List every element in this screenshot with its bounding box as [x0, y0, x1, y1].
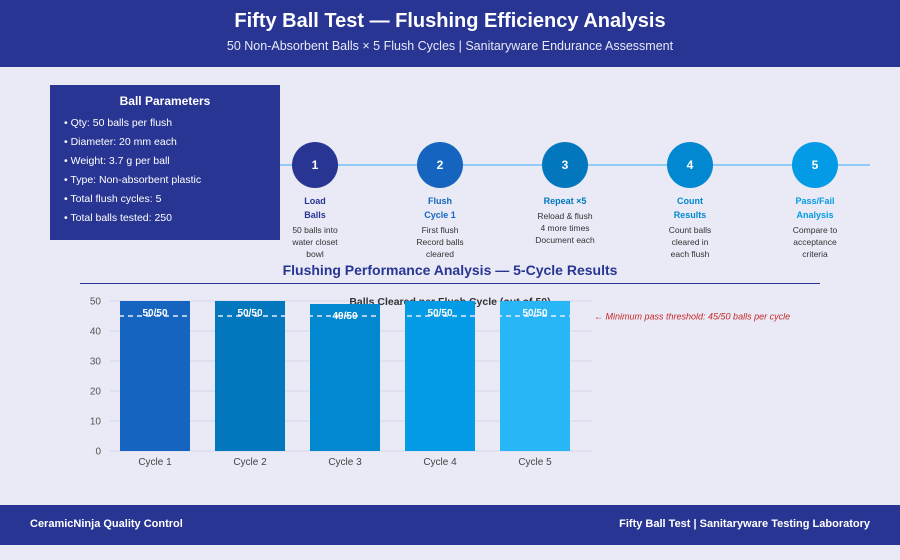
x-tick-label: Cycle 4	[423, 457, 457, 468]
data-label: 50/50	[522, 308, 547, 319]
step-description: First flush Record balls cleared	[416, 225, 464, 259]
process-step-1: 1 Load Balls 50 balls into water closet …	[270, 142, 360, 260]
page-subtitle: 50 Non-Absorbent Balls × 5 Flush Cycles …	[226, 39, 674, 53]
param-item: Total flush cycles: 5	[64, 190, 266, 209]
ball-parameters-title: Ball Parameters	[119, 94, 211, 108]
page-title: Fifty Ball Test — Flushing Efficiency An…	[234, 10, 666, 32]
x-tick-label: Cycle 1	[138, 457, 172, 468]
data-label: 50/50	[142, 308, 167, 319]
y-tick-label: 30	[90, 357, 102, 368]
data-label: 50/50	[427, 308, 452, 319]
ball-parameters-panel: Ball Parameters Qty: 50 balls per flush …	[50, 85, 280, 240]
footer: CeramicNinja Quality Control Fifty Ball …	[0, 505, 900, 545]
param-item: Qty: 50 balls per flush	[64, 114, 266, 133]
step-title: Repeat ×5	[543, 196, 587, 206]
y-tick-label: 50	[90, 297, 102, 308]
process-step-4: 4 Count Results Count balls cleared in e…	[645, 142, 735, 260]
data-label: 49/50	[332, 311, 357, 322]
step-title: Load Balls	[304, 196, 326, 220]
threshold-label: ← Minimum pass threshold: 45/50 balls pe…	[594, 312, 790, 322]
step-number: 1	[292, 142, 338, 188]
step-description: 50 balls into water closet bowl	[292, 225, 338, 259]
step-number: 5	[792, 142, 838, 188]
data-label: 50/50	[237, 308, 262, 319]
param-item: Diameter: 20 mm each	[64, 133, 266, 152]
step-number: 4	[667, 142, 713, 188]
y-tick-label: 10	[90, 417, 102, 428]
ball-parameters-list: Qty: 50 balls per flush Diameter: 20 mm …	[64, 114, 266, 228]
y-tick-label: 40	[90, 327, 102, 338]
bar	[310, 304, 380, 451]
process-step-5: 5 Pass/Fail Analysis Compare to acceptan…	[770, 142, 860, 260]
header: Fifty Ball Test — Flushing Efficiency An…	[0, 0, 900, 67]
x-tick-label: Cycle 3	[328, 457, 362, 468]
step-number: 3	[542, 142, 588, 188]
y-tick-label: 0	[95, 447, 101, 458]
bar	[215, 301, 285, 451]
param-item: Weight: 3.7 g per ball	[64, 152, 266, 171]
step-title: Flush Cycle 1	[424, 196, 456, 220]
bar	[405, 301, 475, 451]
param-item: Type: Non-absorbent plastic	[64, 171, 266, 190]
footer-left: CeramicNinja Quality Control	[30, 518, 183, 530]
param-item: Total balls tested: 250	[64, 209, 266, 228]
chart-section-divider	[80, 283, 820, 284]
process-step-2: 2 Flush Cycle 1 First flush Record balls…	[395, 142, 485, 260]
x-tick-label: Cycle 2	[233, 457, 267, 468]
x-tick-label: Cycle 5	[518, 457, 552, 468]
footer-right: Fifty Ball Test | Sanitaryware Testing L…	[619, 518, 870, 530]
step-description: Count balls cleared in each flush	[668, 225, 712, 259]
step-description: Reload & flush 4 more times Document eac…	[535, 211, 595, 245]
step-title: Pass/Fail Analysis	[795, 196, 835, 220]
y-tick-label: 20	[90, 387, 102, 398]
chart-section-title: Flushing Performance Analysis — 5-Cycle …	[282, 262, 618, 278]
step-number: 2	[417, 142, 463, 188]
bar	[500, 301, 570, 451]
step-title: Count Results	[673, 196, 707, 220]
bar	[120, 301, 190, 451]
process-step-3: 3 Repeat ×5 Reload & flush 4 more times …	[520, 142, 610, 246]
step-description: Compare to acceptance criteria	[792, 225, 838, 259]
